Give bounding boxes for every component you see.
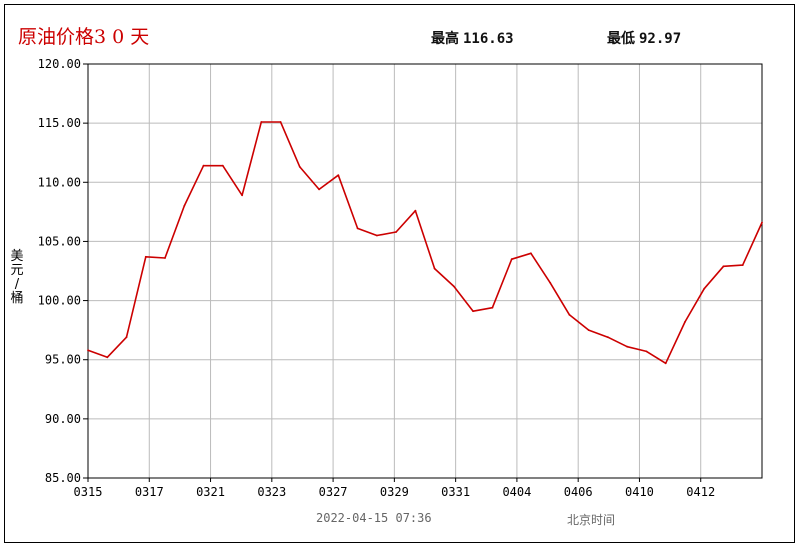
data-point (395, 231, 397, 233)
data-point (279, 121, 282, 123)
data-point (318, 188, 320, 191)
timestamp: 2022-04-15 07:36 (316, 511, 432, 525)
data-point (376, 234, 378, 237)
x-tick-label: 0406 (564, 485, 593, 499)
data-point (144, 255, 147, 258)
high-value: 116.63 (463, 31, 514, 47)
x-tick-label: 0412 (686, 485, 715, 499)
x-tick-label: 0404 (502, 485, 531, 499)
price-line (87, 121, 763, 365)
data-point (472, 310, 474, 313)
data-point (414, 209, 417, 212)
y-axis-label-char: 桶 (10, 291, 24, 306)
data-point (241, 194, 244, 197)
data-point (722, 265, 725, 268)
y-axis-label-char: / (14, 277, 20, 292)
y-tick-label: 90.00 (45, 412, 81, 426)
data-point (761, 221, 763, 224)
y-axis-label-char: 元 (10, 263, 24, 278)
data-point (453, 285, 455, 288)
x-tick-label: 0331 (441, 485, 470, 499)
y-tick-label: 105.00 (38, 234, 81, 248)
data-point (741, 264, 744, 266)
x-tick-label: 0315 (74, 485, 103, 499)
y-axis-label: 美元 / 桶 (10, 250, 24, 306)
y-tick-label: 100.00 (38, 294, 81, 308)
y-axis-label-char: 美 (10, 249, 24, 264)
data-point (549, 281, 552, 284)
high-stat: 最高 116.63 (431, 28, 514, 48)
data-point (337, 174, 340, 177)
data-point (645, 350, 648, 353)
low-label: 最低 (607, 31, 635, 47)
data-point (202, 164, 205, 167)
data-point (125, 336, 128, 339)
timezone-label: 北京时间 (567, 513, 616, 527)
data-point (607, 336, 609, 339)
data-point (433, 267, 436, 270)
high-label: 最高 (431, 31, 459, 47)
y-tick-label: 110.00 (38, 175, 81, 189)
data-point (568, 313, 571, 316)
data-point (87, 349, 89, 352)
y-tick-label: 115.00 (38, 116, 81, 130)
data-point (356, 227, 359, 230)
x-tick-label: 0317 (135, 485, 164, 499)
low-stat: 最低 92.97 (607, 28, 681, 48)
data-point (684, 321, 686, 323)
chart-title: 原油价格3 0 天 (18, 26, 150, 48)
data-point (221, 164, 224, 167)
data-point (183, 205, 186, 207)
x-tick-label: 0321 (196, 485, 225, 499)
data-point (626, 345, 629, 348)
plot-area-border (87, 63, 763, 479)
data-point (510, 258, 513, 261)
x-tick-label: 0323 (257, 485, 286, 499)
y-tick-label: 85.00 (45, 471, 81, 485)
data-point (491, 306, 494, 309)
x-tick-label: 0329 (380, 485, 409, 499)
chart-panel (4, 4, 795, 543)
low-value: 92.97 (639, 31, 682, 47)
y-tick-label: 95.00 (45, 353, 81, 367)
data-point (530, 252, 532, 255)
data-point (664, 362, 667, 365)
data-point (106, 356, 109, 359)
data-point (260, 121, 263, 123)
data-point (587, 329, 590, 331)
data-point (298, 166, 301, 168)
y-tick-label: 120.00 (38, 57, 81, 71)
data-point (164, 257, 166, 259)
x-tick-label: 0410 (625, 485, 654, 499)
data-point (703, 287, 706, 290)
x-tick-label: 0327 (319, 485, 348, 499)
